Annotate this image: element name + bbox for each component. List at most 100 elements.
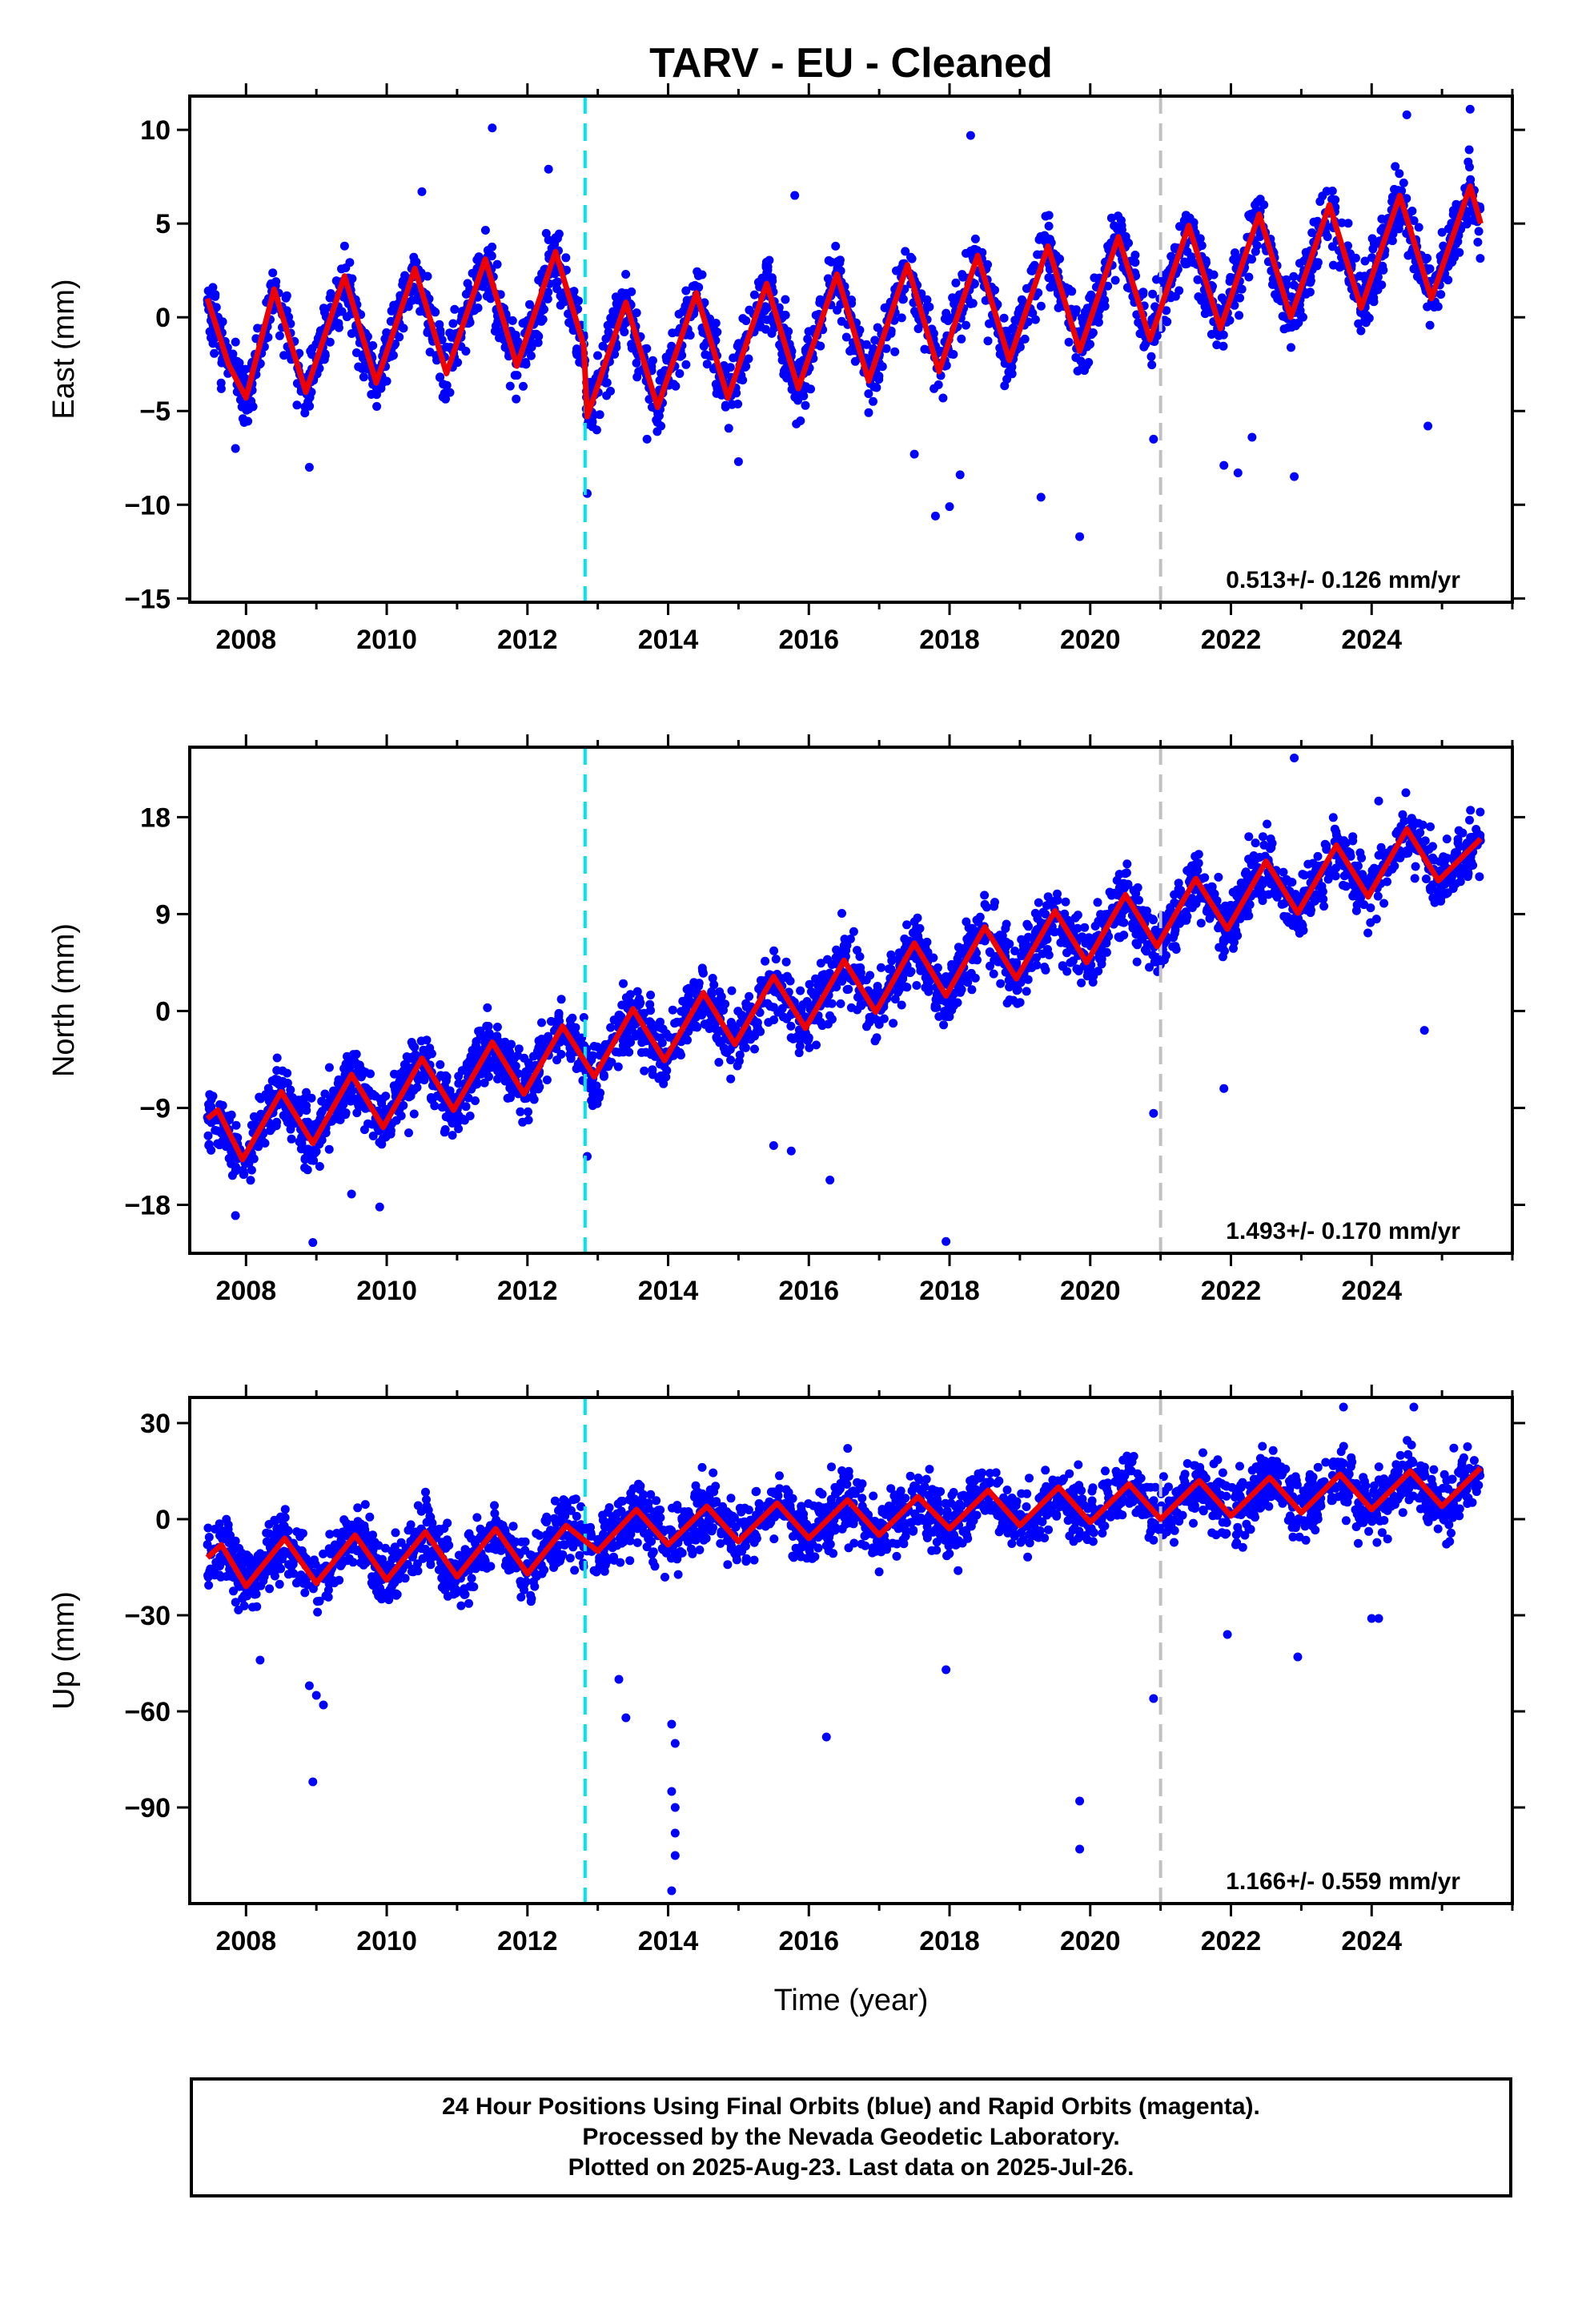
data-point [572,350,582,360]
data-point [632,358,641,368]
data-point [1354,319,1363,328]
data-point [438,392,448,402]
data-point [1113,916,1122,926]
data-point [1450,252,1460,262]
data-point [1017,951,1026,961]
data-point [1387,236,1397,246]
data-point [520,1094,529,1104]
data-point [1097,915,1106,924]
data-point [907,254,917,263]
data-point [999,313,1009,323]
outlier-point [1290,472,1299,481]
data-point [714,1058,724,1067]
data-point [948,293,958,303]
outlier-point [1247,432,1257,442]
data-point [890,347,900,356]
data-point [1437,227,1447,237]
data-point [398,276,408,286]
data-point [1209,270,1219,279]
data-point [1331,863,1341,873]
data-point [989,969,998,979]
data-point [1278,312,1287,321]
data-point [1412,271,1422,281]
data-point [1259,840,1269,850]
data-point [574,296,583,306]
data-point [920,344,930,354]
data-point [954,951,964,959]
data-point [1086,966,1095,975]
data-point [1155,960,1165,970]
outlier-point [304,462,314,472]
data-point [307,350,316,360]
data-point [1002,999,1012,1008]
data-point [1356,308,1366,317]
data-point [347,329,356,338]
data-point [922,937,932,947]
data-point [354,362,363,372]
data-point [569,287,579,296]
data-point [726,1074,736,1084]
data-point [1193,275,1203,284]
data-point [546,1016,556,1026]
data-point [850,356,860,366]
data-point [278,1066,287,1076]
data-point [864,408,873,417]
data-point [1373,285,1383,295]
data-point [1259,832,1267,842]
data-point [1279,867,1288,877]
data-point [727,986,737,995]
outlier-point [1219,460,1229,470]
data-point [683,1035,692,1045]
x-axis-label: Time (year) [774,1984,929,2017]
data-point [1020,334,1030,344]
data-point [483,1003,492,1012]
data-point [249,1112,259,1121]
data-point [1033,250,1042,259]
data-point [227,1159,236,1168]
data-point [1076,356,1086,366]
data-point [1235,311,1244,320]
data-point [856,968,865,978]
data-point [1130,258,1140,267]
data-point [951,278,961,287]
data-point [1458,828,1468,838]
data-point [1080,923,1090,932]
data-point [912,933,921,943]
data-point [1010,947,1020,955]
data-point [1170,898,1179,907]
data-point [1296,311,1306,320]
data-point [794,1048,804,1058]
data-point [1310,896,1319,906]
data-point [1094,952,1104,961]
data-point [1399,178,1408,187]
data-point [624,1047,634,1057]
data-point [733,340,743,349]
data-point [893,955,903,964]
data-point [1182,247,1192,256]
data-point [603,320,612,330]
data-point [508,316,517,325]
data-point [342,312,351,322]
data-point [550,239,560,249]
data-point [1466,806,1476,815]
data-point [733,1007,743,1016]
data-point [1352,900,1362,910]
data-point [351,1049,361,1059]
data-point [1036,301,1046,311]
data-point [1214,872,1223,882]
data-point [268,268,278,278]
data-point [445,1114,455,1124]
data-point [1414,223,1423,232]
data-point [1442,834,1452,844]
data-point [324,1144,334,1154]
data-point [1044,221,1054,231]
data-point [657,1038,667,1047]
data-point [1231,248,1239,258]
outlier-point [1075,532,1085,541]
data-point [855,325,865,335]
data-point [661,352,671,362]
data-point [208,339,218,348]
data-point [862,1022,871,1031]
data-point [698,968,708,978]
